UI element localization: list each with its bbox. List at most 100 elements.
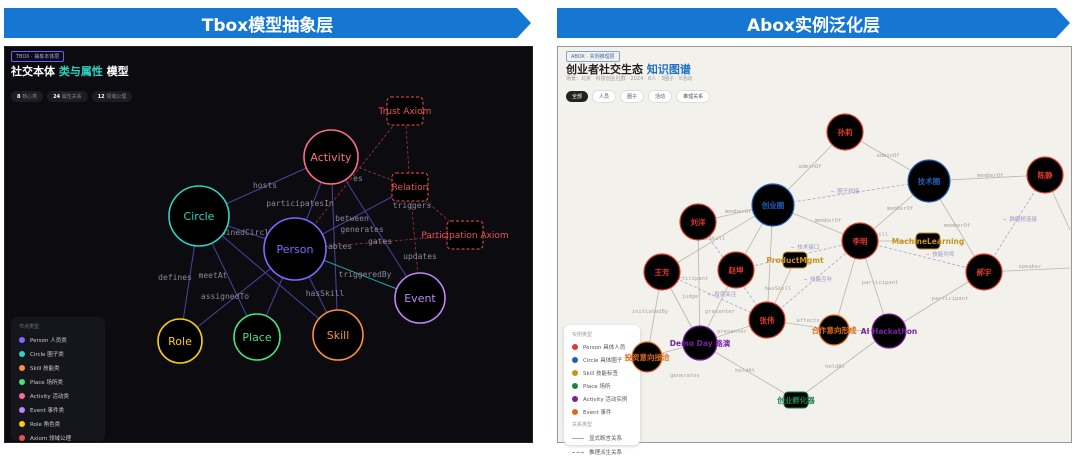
edge-label: hasSkill	[699, 236, 726, 242]
node-label: Relation	[392, 183, 429, 193]
class-node[interactable]	[233, 313, 281, 361]
edge-label: hosts	[253, 181, 277, 190]
edge-label: gates	[368, 237, 392, 246]
class-node[interactable]	[168, 185, 230, 247]
edge-label: participant	[862, 280, 898, 286]
legend-dot-icon	[572, 409, 578, 415]
legend-dot-icon	[19, 435, 25, 441]
title-part: 模型	[106, 65, 129, 78]
instance-node[interactable]	[643, 253, 681, 291]
edge-label: generates	[340, 225, 384, 234]
class-node[interactable]	[157, 318, 203, 364]
page-title-abox: 创业者社交生态 知识图谱	[566, 61, 691, 77]
edge-label: memberOf	[815, 218, 842, 224]
instance-node[interactable]	[826, 113, 864, 151]
legend-item: Activity 活动实例	[572, 395, 632, 403]
node-label: Role	[168, 335, 192, 348]
class-node[interactable]	[263, 217, 327, 281]
node-label: AI Hackathon	[861, 327, 917, 336]
tbox-legend: 节点类型 Person 人员类 Circle 圈子类 Skill 技能类 Place …	[11, 317, 105, 442]
stat-value: 8	[17, 94, 21, 100]
axiom-node[interactable]	[446, 220, 484, 250]
filter-chip[interactable]: 全部	[566, 91, 589, 102]
axiom-node[interactable]	[391, 172, 429, 202]
node-label: Participation Axiom	[421, 231, 508, 241]
instance-node[interactable]	[965, 253, 1003, 291]
instance-box-node[interactable]	[915, 232, 941, 250]
legend-item: Skill 技能类	[19, 364, 97, 372]
node-label: 郝宇	[977, 267, 992, 277]
abox-banner: Abox实例泛化层	[557, 8, 1070, 38]
node-label: Place	[242, 331, 271, 344]
instance-node[interactable]	[751, 183, 795, 227]
title-part: 社交本体	[11, 65, 55, 78]
rel-title: 关系类型	[572, 422, 593, 428]
node-label: Activity	[310, 151, 352, 164]
legend-item: Circle 圈子类	[19, 350, 97, 358]
class-node[interactable]	[312, 309, 364, 361]
filter-chip[interactable]: 人员	[592, 90, 617, 103]
legend-item: Role 角色类	[19, 420, 97, 428]
node-label: Event	[404, 292, 436, 305]
edge-label: adminOf	[876, 153, 899, 159]
abox-panel: ABOX · 实例推理层 创业者社交生态 知识图谱 场景：北京 · 科技创业社群…	[557, 46, 1072, 456]
abox-legend: 实例类型 Person 具体人员 Circle 具体圈子 Skill 技能标签 Pla…	[564, 325, 640, 456]
filter-chip[interactable]: 圈子	[620, 90, 645, 103]
node-label: 孙莉	[838, 127, 853, 137]
filter-chip[interactable]: 推理关系	[676, 90, 711, 103]
edge-label: memberOf	[977, 173, 1004, 179]
legend-label: Skill 技能类	[30, 366, 60, 372]
legend-dot-icon	[19, 337, 25, 343]
axiom-edge	[294, 234, 466, 250]
legend-label: Circle 具体圈子	[583, 358, 623, 364]
instance-node[interactable]	[679, 203, 717, 241]
edge-label: ables	[328, 242, 352, 251]
instance-node[interactable]	[748, 301, 786, 339]
instance-node[interactable]	[1026, 156, 1064, 194]
edge	[888, 271, 985, 332]
instance-box-node[interactable]	[782, 251, 808, 269]
legend-item: Event 事件类	[19, 406, 97, 414]
legend-label: Activity 活动实例	[583, 397, 628, 403]
inferred-edge	[859, 240, 985, 273]
instance-node[interactable]	[631, 341, 663, 373]
title-part: 创业者社交生态	[566, 63, 643, 76]
legend-label: Role 角色类	[30, 422, 61, 428]
instance-node[interactable]	[682, 325, 718, 361]
class-node[interactable]	[394, 272, 446, 324]
node-label: 陈静	[1038, 170, 1054, 180]
legend-list: Person 人员类 Circle 圈子类 Skill 技能类 Place 场所类 Ac…	[19, 336, 97, 442]
instance-box-node[interactable]	[783, 391, 809, 409]
edge-label: heldAt	[735, 368, 755, 374]
instance-node[interactable]	[871, 313, 907, 349]
legend-label: Axiom 领域公理	[30, 436, 72, 442]
legend-dot-icon	[19, 351, 25, 357]
node-label: 投资意向接洽	[625, 352, 670, 362]
edge-label: affects	[796, 318, 819, 324]
edge-label: updates	[403, 252, 437, 261]
legend-dot-icon	[19, 421, 25, 427]
instance-node[interactable]	[907, 159, 951, 203]
legend-list: Person 具体人员 Circle 具体圈子 Skill 技能标签 Place 场所…	[572, 343, 632, 416]
edge-label: presenter	[705, 309, 735, 315]
axiom-node[interactable]	[386, 96, 424, 126]
legend-dot-icon	[572, 357, 578, 363]
filter-chip[interactable]: 活动	[648, 90, 673, 103]
edge-label: meetAt	[199, 271, 228, 280]
rel-inferred: 推理派生关系	[572, 448, 632, 456]
edge-label: initiatedBy	[632, 309, 669, 315]
edge	[330, 156, 339, 336]
edge-label: assignedTo	[201, 292, 249, 301]
legend-item: Person 人员类	[19, 336, 97, 344]
edge	[697, 221, 701, 344]
class-node[interactable]	[303, 129, 359, 185]
instance-node[interactable]	[717, 251, 755, 289]
node-label: Skill	[327, 329, 350, 342]
rel-explicit: 显式断言关系	[572, 434, 632, 442]
stat-label: 核心类	[22, 94, 38, 100]
legend-dot-icon	[572, 344, 578, 350]
instance-node[interactable]	[818, 314, 850, 346]
node-label: Circle	[184, 210, 215, 223]
instance-node[interactable]	[841, 222, 879, 260]
node-label: 合作意向形成	[812, 325, 857, 335]
